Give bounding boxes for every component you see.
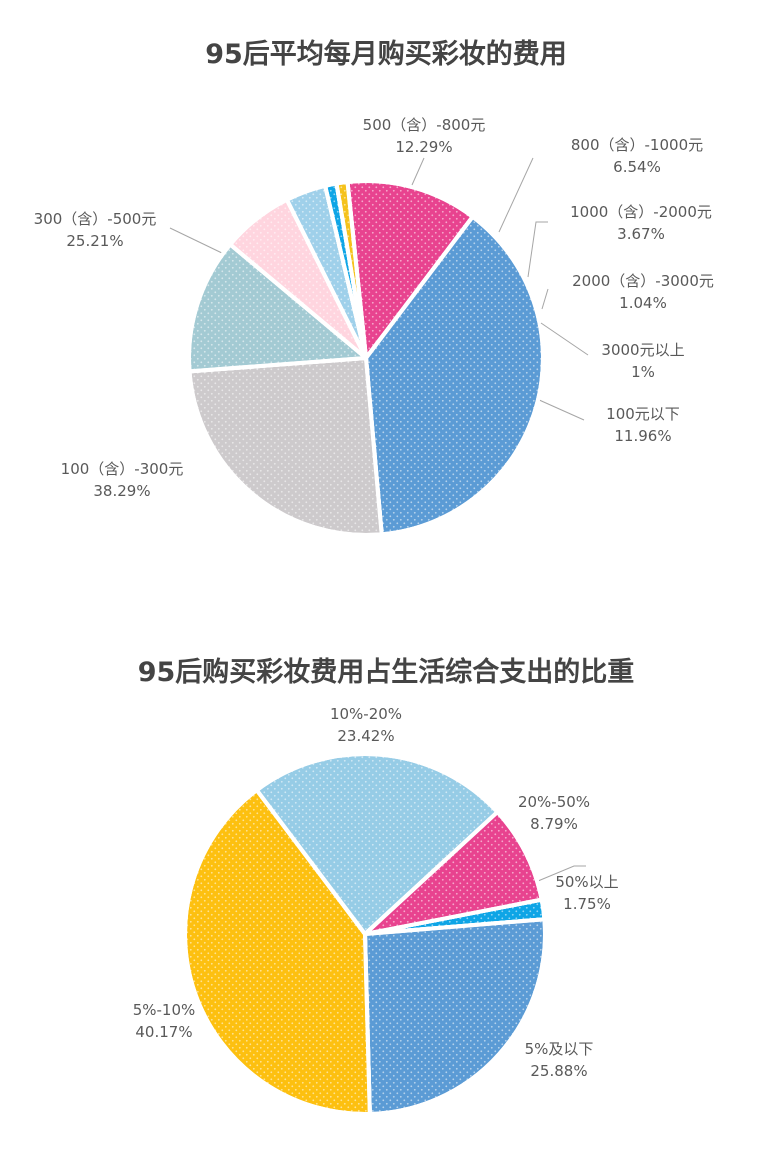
pie-chart-monthly-spend: 100元以下 11.96% 100（含）-300元 38.29% 300（含）-500元… <box>34 116 714 537</box>
pie-slice-10pct-20pct <box>254 752 500 936</box>
leader-line <box>169 227 225 255</box>
chart-title: 95后购买彩妆费用占生活综合支出的比重 <box>137 657 635 688</box>
slice-value-label: 25.21% <box>66 232 123 250</box>
slice-value-label: 11.96% <box>614 427 671 445</box>
slice-value-label: 3.67% <box>617 225 665 243</box>
slice-value-label: 8.79% <box>530 815 578 833</box>
leader-line <box>527 221 548 278</box>
slice-label: 3000元以上 <box>601 341 684 359</box>
leader-line <box>498 157 534 233</box>
slice-value-label: 40.17% <box>135 1023 192 1041</box>
slice-label: 20%-50% <box>518 793 590 811</box>
slice-value-label: 6.54% <box>613 158 661 176</box>
slice-label: 100元以下 <box>606 405 680 423</box>
pie-slice-5pct-10pct <box>183 788 372 1116</box>
leader-line <box>540 322 589 356</box>
leader-line <box>537 865 586 882</box>
slice-label: 800（含）-1000元 <box>571 136 703 154</box>
pie-slice-300含-500元 <box>187 356 384 537</box>
pie-slice-5pct及以下 <box>363 917 547 1116</box>
slice-value-label: 25.88% <box>530 1062 587 1080</box>
pie-slice-1000含-2000元 <box>284 183 368 360</box>
slice-label: 50%以上 <box>555 873 618 891</box>
slice-label: 5%及以下 <box>525 1040 594 1058</box>
slice-value-label: 1% <box>631 363 655 381</box>
slice-label: 100（含）-300元 <box>61 460 184 478</box>
slice-label: 5%-10% <box>133 1001 196 1019</box>
slice-value-label: 38.29% <box>93 482 150 500</box>
pie-slice-100含-300元 <box>364 214 545 537</box>
slice-value-label: 1.75% <box>563 895 611 913</box>
leader-line <box>411 157 425 186</box>
chart-spend-ratio: 95后购买彩妆费用占生活综合支出的比重 50%以上 1.75% 5%及以下 25.88… <box>0 570 772 1150</box>
pie-chart-spend-ratio: 50%以上 1.75% 5%及以下 25.88% 5%-10% 40.17% 10%-20%… <box>133 705 619 1116</box>
slice-label: 2000（含）-3000元 <box>572 272 714 290</box>
slice-value-label: 12.29% <box>395 138 452 156</box>
slice-label: 500（含）-800元 <box>363 116 486 134</box>
pie-slice-500含-800元 <box>187 242 368 374</box>
slice-label: 1000（含）-2000元 <box>570 203 712 221</box>
slice-label: 300（含）-500元 <box>34 210 157 228</box>
pie-slice-20pct-50pct <box>363 810 544 936</box>
slice-value-label: 1.04% <box>619 294 667 312</box>
chart-title: 95后平均每月购买彩妆的费用 <box>205 39 567 70</box>
pie-slice-3000元以上 <box>334 179 368 360</box>
pie-slice-100元以下 <box>345 179 475 360</box>
slice-value-label: 23.42% <box>337 727 394 745</box>
chart-monthly-spend: 95后平均每月购买彩妆的费用 100元以下 11.96% 100（含）-300元 38… <box>0 0 772 570</box>
leader-line <box>541 288 549 310</box>
pie-slice-2000含-3000元 <box>323 181 368 360</box>
slice-label: 10%-20% <box>330 705 402 723</box>
